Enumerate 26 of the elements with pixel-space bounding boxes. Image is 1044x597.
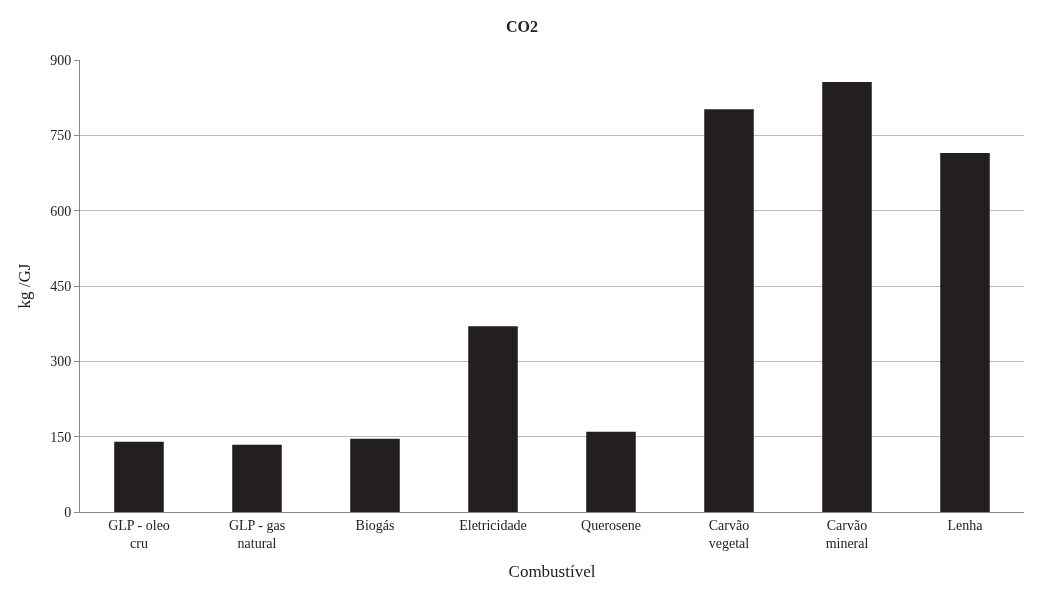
y-tick-label: 600 [50,203,72,219]
y-tick-label: 300 [50,354,72,370]
x-tick-label: Eletricidade [459,517,527,533]
x-tick-label: Lenha [947,517,984,533]
bar [232,444,282,512]
x-axis-title: Combustível [508,562,596,582]
x-tick-label: Biogás [355,517,395,533]
bar [704,109,754,512]
bar [114,441,164,512]
bar [586,431,636,512]
y-tick-label: 150 [50,429,72,445]
y-tick-label: 750 [50,128,72,144]
x-tick-label: Querosene [581,517,641,533]
y-tick-label: 0 [64,504,72,520]
y-tick-label: 450 [50,278,72,294]
x-tick-label: Carvão mineral [825,517,869,551]
y-tick-label: 900 [50,52,72,68]
bar [468,326,518,512]
x-tick-label: GLP - gas natural [228,517,286,551]
chart-title: CO2 [506,18,538,36]
bar [940,152,990,512]
bar [350,438,400,512]
x-tick-label: Carvão vegetal [708,517,750,551]
bar [822,82,872,512]
x-tick-label: GLP - oleo cru [108,517,170,551]
y-axis-title: kg /GJ [14,263,34,309]
